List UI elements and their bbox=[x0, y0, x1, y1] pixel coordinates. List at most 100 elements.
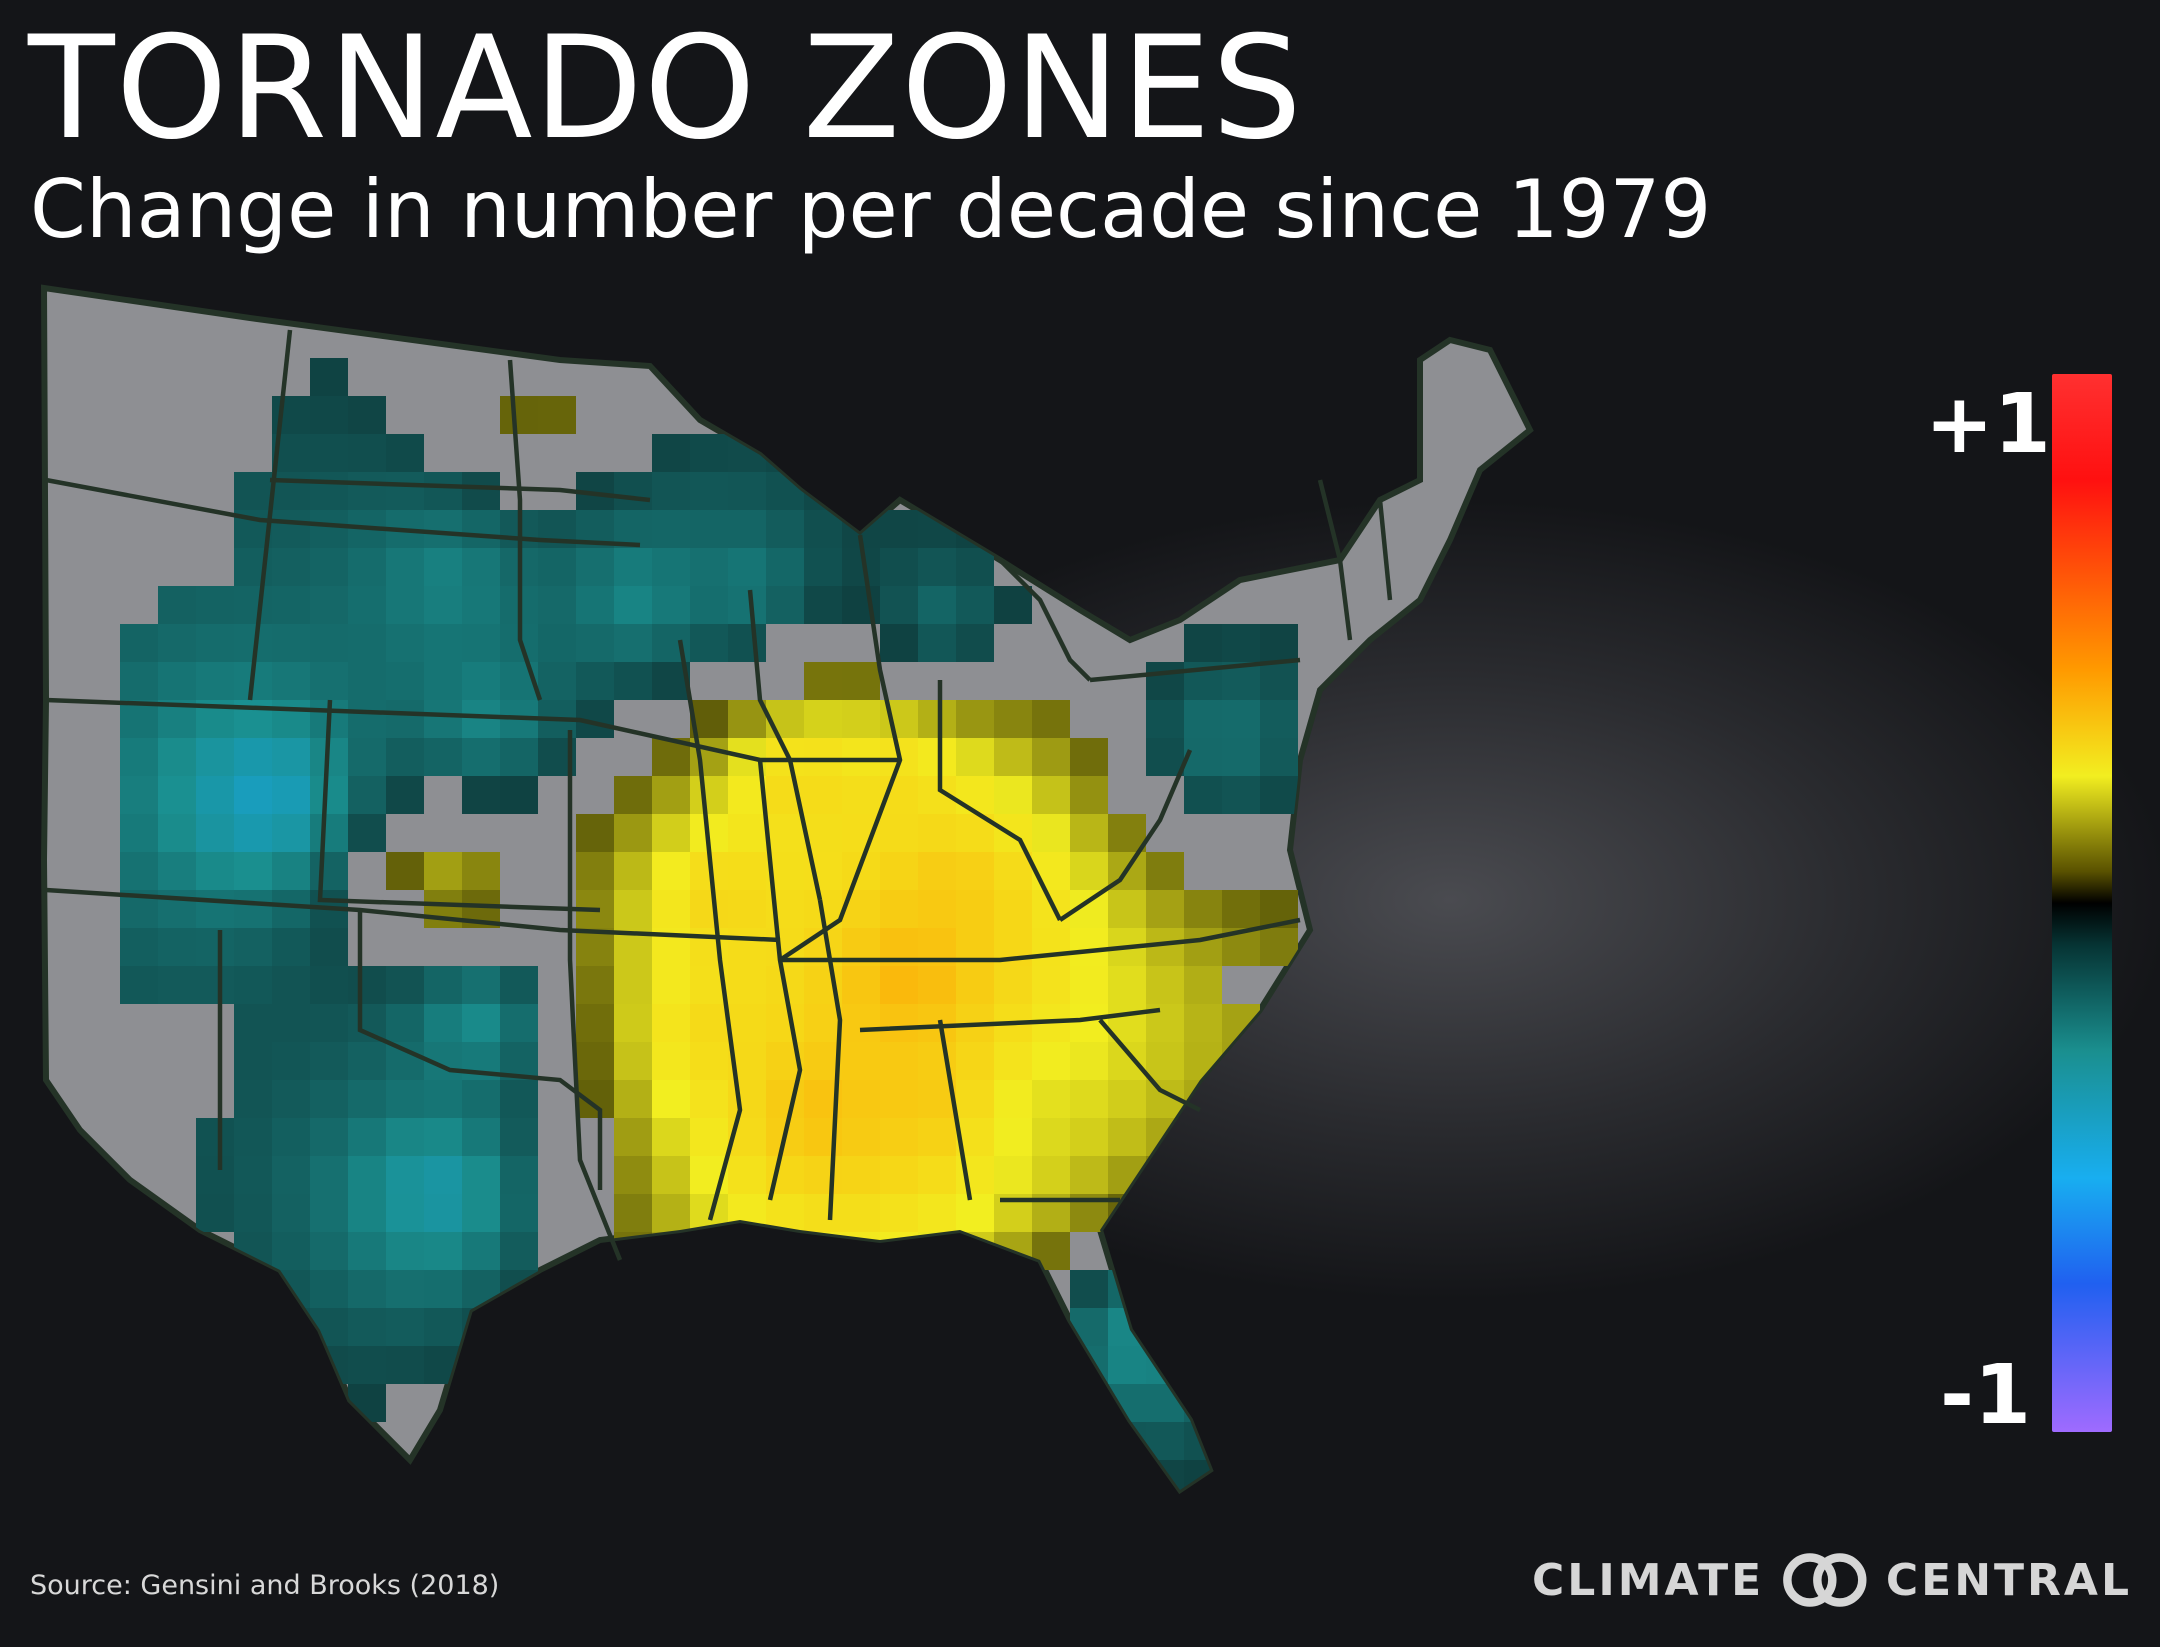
heatmap-cell bbox=[386, 1194, 424, 1232]
heatmap-cell bbox=[1032, 1042, 1070, 1080]
heatmap-cell bbox=[652, 1042, 690, 1080]
heatmap-cell bbox=[1184, 776, 1222, 814]
heatmap-cell bbox=[424, 548, 462, 586]
heatmap-cell bbox=[348, 1346, 386, 1384]
heatmap-cell bbox=[728, 776, 766, 814]
heatmap-cell bbox=[614, 1194, 652, 1232]
heatmap-cell bbox=[196, 776, 234, 814]
heatmap-cell bbox=[120, 966, 158, 1004]
heatmap-cell bbox=[1070, 1270, 1108, 1308]
heatmap-cell bbox=[1184, 890, 1222, 928]
heatmap-cell bbox=[1070, 928, 1108, 966]
heatmap-cell bbox=[880, 1308, 918, 1346]
heatmap-cell bbox=[652, 510, 690, 548]
heatmap-cell bbox=[614, 1156, 652, 1194]
heatmap-cell bbox=[424, 586, 462, 624]
heatmap-cell bbox=[1260, 738, 1298, 776]
heatmap-cell bbox=[728, 624, 766, 662]
heatmap-cell bbox=[842, 1118, 880, 1156]
heatmap-cell bbox=[804, 700, 842, 738]
heatmap-cell bbox=[272, 1004, 310, 1042]
heatmap-cell bbox=[766, 472, 804, 510]
heatmap-cell bbox=[348, 586, 386, 624]
source-credit: Source: Gensini and Brooks (2018) bbox=[30, 1570, 500, 1601]
heatmap-cell bbox=[842, 776, 880, 814]
heatmap-cell bbox=[652, 1156, 690, 1194]
heatmap-cell bbox=[310, 1194, 348, 1232]
heatmap-cell bbox=[1108, 1156, 1146, 1194]
heatmap-cell bbox=[880, 852, 918, 890]
heatmap-cell bbox=[766, 510, 804, 548]
heatmap-cell bbox=[956, 624, 994, 662]
heatmap-cell bbox=[310, 1232, 348, 1270]
heatmap-cell bbox=[234, 1080, 272, 1118]
heatmap-cell bbox=[386, 700, 424, 738]
heatmap-cell bbox=[690, 1042, 728, 1080]
state-borders bbox=[45, 329, 1393, 1261]
heatmap-cell bbox=[1184, 1270, 1222, 1308]
heatmap-cell bbox=[196, 1156, 234, 1194]
heatmap-cell bbox=[158, 928, 196, 966]
heatmap-cell bbox=[424, 624, 462, 662]
heatmap-cell bbox=[1184, 1460, 1222, 1490]
heatmap-cell bbox=[956, 1194, 994, 1232]
heatmap-cell bbox=[1032, 852, 1070, 890]
heatmap-cell bbox=[196, 966, 234, 1004]
heatmap-cell bbox=[424, 1118, 462, 1156]
heatmap-cell bbox=[614, 586, 652, 624]
heatmap-cell bbox=[766, 548, 804, 586]
heatmap-cell bbox=[690, 1080, 728, 1118]
heatmap-cell bbox=[120, 738, 158, 776]
heatmap-cell bbox=[348, 814, 386, 852]
legend-min-label: -1 bbox=[1940, 1348, 2032, 1443]
heatmap-cell bbox=[728, 1156, 766, 1194]
heatmap-cell bbox=[234, 1118, 272, 1156]
heatmap-cell bbox=[310, 548, 348, 586]
heatmap-cell bbox=[1108, 1422, 1146, 1460]
heatmap-cell bbox=[728, 966, 766, 1004]
heatmap-cell bbox=[842, 700, 880, 738]
heatmap-cell bbox=[310, 776, 348, 814]
heatmap-cell bbox=[348, 1004, 386, 1042]
heatmap-cell bbox=[804, 1194, 842, 1232]
heatmap-cell bbox=[690, 1270, 728, 1308]
heatmap-cell bbox=[234, 966, 272, 1004]
heatmap-cell bbox=[462, 776, 500, 814]
heatmap-cell bbox=[1146, 890, 1184, 928]
heatmap-cell bbox=[804, 1004, 842, 1042]
heatmap-cell bbox=[1260, 662, 1298, 700]
brand-left-text: CLIMATE bbox=[1532, 1554, 1765, 1606]
heatmap-cell bbox=[576, 1042, 614, 1080]
heatmap-cell bbox=[1108, 1118, 1146, 1156]
heatmap-cell bbox=[1146, 700, 1184, 738]
heatmap-cell bbox=[348, 1232, 386, 1270]
heatmap-cell bbox=[614, 510, 652, 548]
heatmap-cell bbox=[462, 1004, 500, 1042]
tornado-heatmap-cells bbox=[120, 358, 1298, 1490]
heatmap-cell bbox=[690, 548, 728, 586]
heatmap-cell bbox=[1222, 738, 1260, 776]
heatmap-cell bbox=[690, 510, 728, 548]
heatmap-cell bbox=[994, 890, 1032, 928]
heatmap-cell bbox=[1184, 1004, 1222, 1042]
heatmap-cell bbox=[348, 662, 386, 700]
heatmap-cell bbox=[994, 700, 1032, 738]
heatmap-cell bbox=[386, 662, 424, 700]
heatmap-cell bbox=[234, 472, 272, 510]
heatmap-cell bbox=[804, 738, 842, 776]
heatmap-cell bbox=[652, 814, 690, 852]
heatmap-cell bbox=[880, 1118, 918, 1156]
heatmap-cell bbox=[272, 1118, 310, 1156]
heatmap-cell bbox=[462, 1156, 500, 1194]
heatmap-cell bbox=[386, 548, 424, 586]
heatmap-cell bbox=[310, 852, 348, 890]
heatmap-cell bbox=[994, 1156, 1032, 1194]
heatmap-cell bbox=[424, 1004, 462, 1042]
heatmap-cell bbox=[348, 434, 386, 472]
heatmap-cell bbox=[310, 1118, 348, 1156]
heatmap-cell bbox=[728, 1308, 766, 1346]
heatmap-cell bbox=[1070, 852, 1108, 890]
heatmap-cell bbox=[1146, 1156, 1184, 1194]
heatmap-cell bbox=[576, 548, 614, 586]
heatmap-cell bbox=[614, 814, 652, 852]
